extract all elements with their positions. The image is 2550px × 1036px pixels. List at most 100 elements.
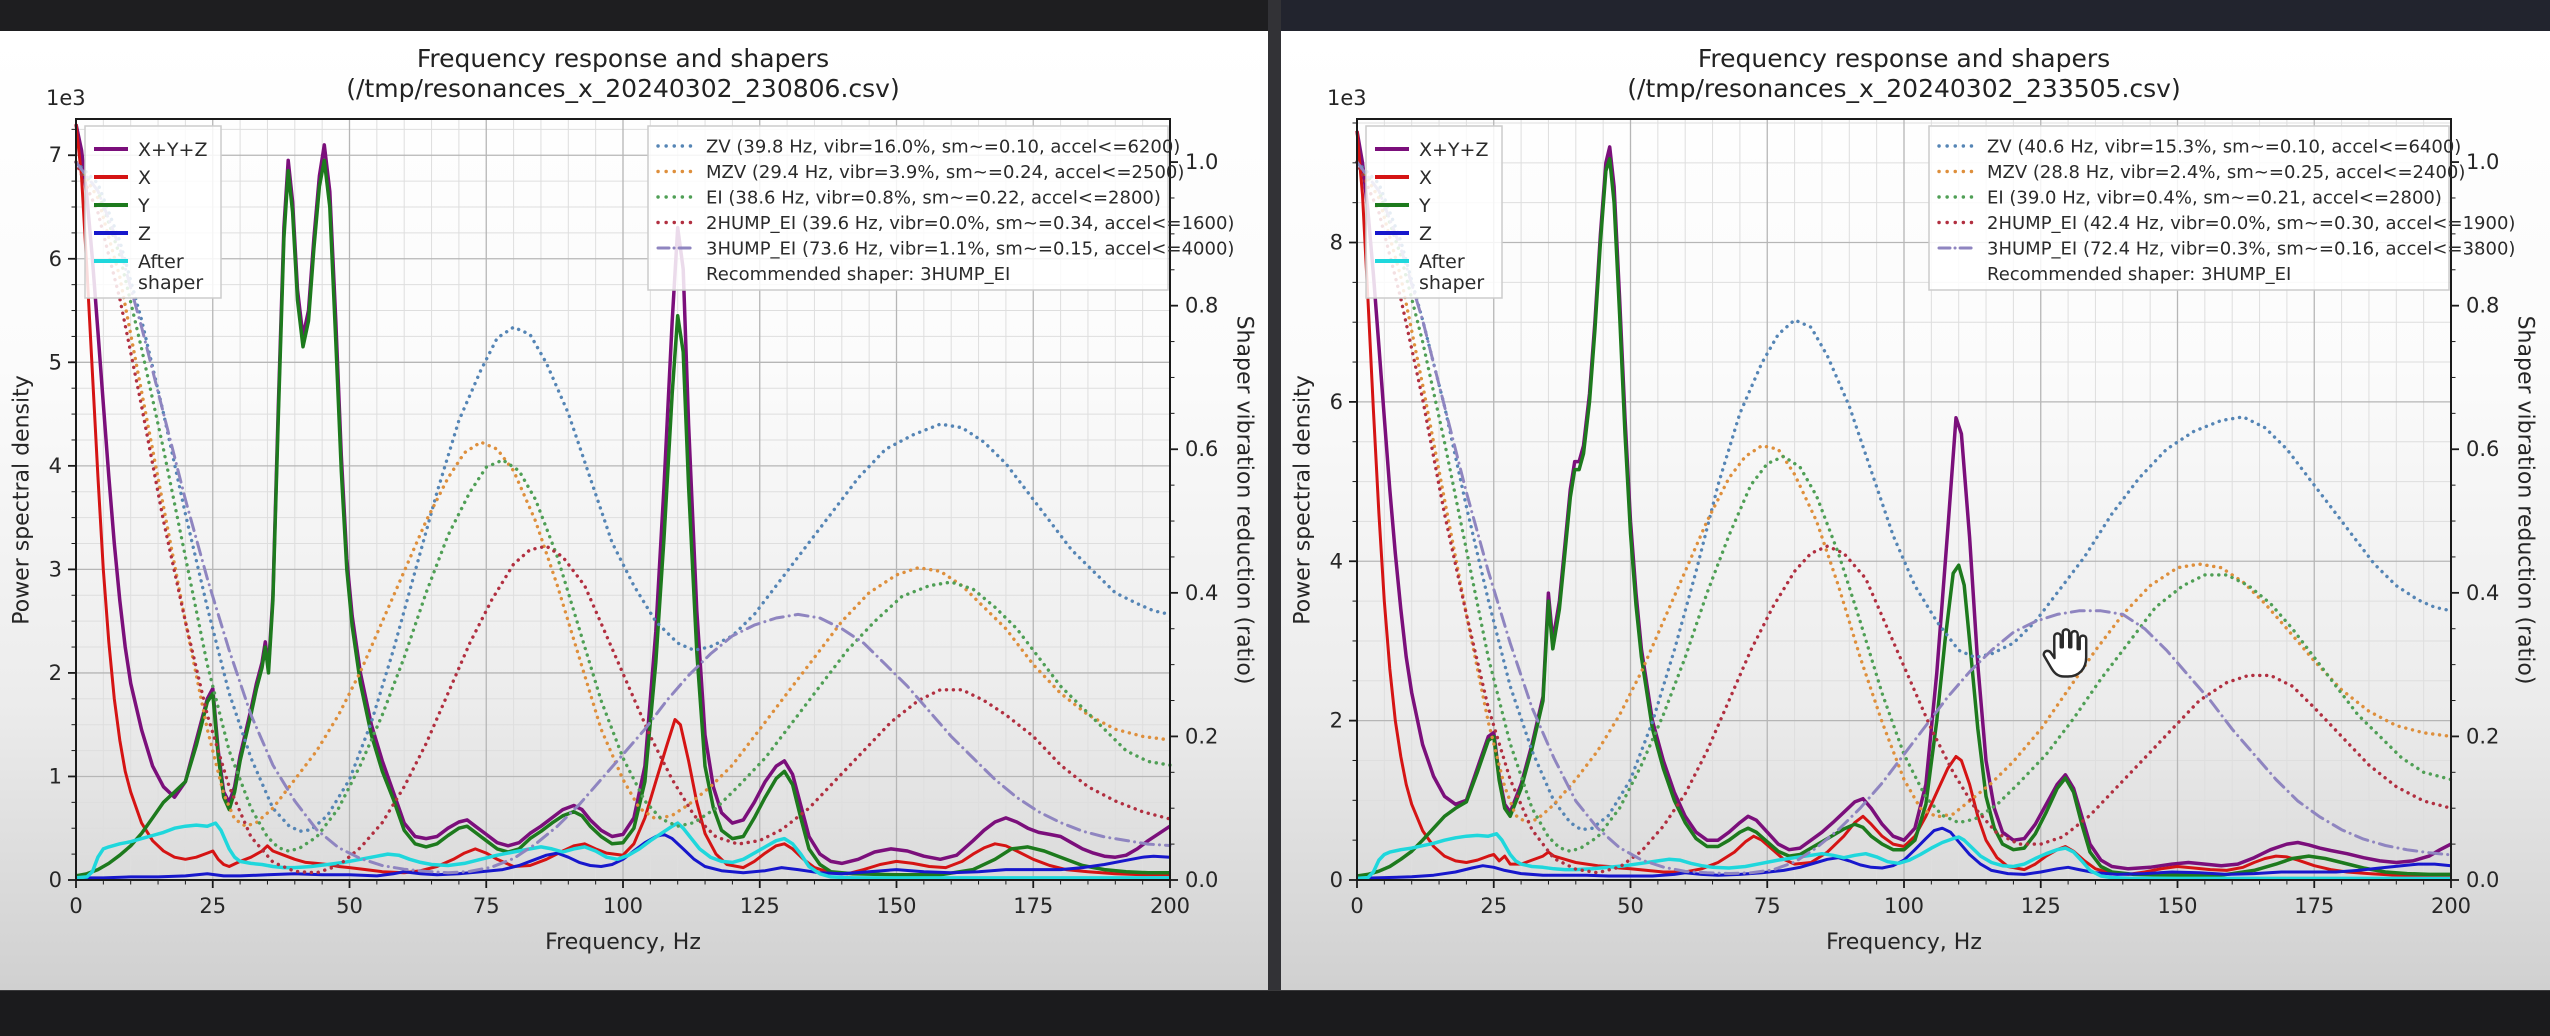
right-top-bar [1281,0,2550,31]
legend-label-3hump_ei: 3HUMP_EI (73.6 Hz, vibr=1.1%, sm~=0.15, … [706,239,1234,260]
svg-text:0.2: 0.2 [1185,724,1218,748]
svg-text:0.4: 0.4 [2466,581,2499,605]
svg-text:75: 75 [473,894,500,918]
svg-text:0.0: 0.0 [2466,868,2499,892]
legend-psd-box [84,125,222,299]
shaper-curve-zv [1355,160,2453,832]
legend-label-x: X [1419,167,1432,189]
right-plot-xlabel: Frequency, Hz [1826,930,1982,955]
svg-text:1: 1 [49,764,62,788]
right-plot-y2label: Shaper vibration reduction (ratio) [2512,315,2538,685]
svg-text:175: 175 [1013,894,1053,918]
psd-curve-x [1355,130,2451,878]
svg-text:0: 0 [49,868,62,892]
svg-text:175: 175 [2294,894,2334,918]
legend-psd-box [1365,125,1503,299]
left-plot-title: Frequency response and shapers [416,44,830,73]
svg-text:200: 200 [1150,894,1190,918]
svg-text:1e3: 1e3 [1327,86,1367,110]
svg-text:125: 125 [740,894,780,918]
shaper-curve-ei [1355,160,2453,853]
psd-curve-after-shaper [75,821,1170,880]
psd-curve-z [76,832,1171,880]
legend-shapers-box [1928,125,2450,291]
svg-text:75: 75 [1754,894,1781,918]
shaper-curve-ei [74,160,1172,853]
svg-text:6: 6 [1330,390,1343,414]
legend-label-after-shaper: After shaper [138,251,203,294]
svg-text:6: 6 [49,247,62,271]
legend-label-mzv: MZV (28.8 Hz, vibr=2.4%, sm~=0.25, accel… [1987,162,2465,183]
legend-label-z: Z [1419,223,1432,245]
right-plot-subtitle: (/tmp/resonances_x_20240302_233505.csv) [1627,74,2181,103]
svg-text:1.0: 1.0 [1185,150,1218,174]
left-plot-y2label: Shaper vibration reduction (ratio) [1231,315,1257,685]
legend-label-3hump_ei: 3HUMP_EI (72.4 Hz, vibr=0.3%, sm~=0.16, … [1987,239,2515,260]
psd-series-group [74,123,1171,880]
svg-text:0.6: 0.6 [2466,437,2499,461]
shaper-curve-mzv [1355,160,2453,825]
svg-text:0: 0 [1350,894,1363,918]
svg-text:8: 8 [1330,231,1343,255]
svg-text:0: 0 [1330,868,1343,892]
shaper-series-group [74,160,1172,875]
shaper-curve-3hump_ei [74,160,1172,875]
svg-text:2: 2 [1330,709,1343,733]
right-plot-title: Frequency response and shapers [1697,44,2111,73]
legend-label-y: Y [137,195,150,217]
ticks: 0 25 50 75 100 125 150 175 200 0 2 4 6 8 0.0 0.2 0.4 0.6 0… [1327,86,2499,918]
left-plot-title-block: Frequency response and shapers (/tmp/res… [73,44,1173,104]
svg-text:0.8: 0.8 [2466,294,2499,318]
svg-text:0.8: 0.8 [1185,294,1218,318]
legend-label-z: Z [138,223,151,245]
right-frequency-response-plot: 0 25 50 75 100 125 150 175 200 0 2 4 6 8 0.0 0.2 0.4 0.6 0… [1327,86,2515,918]
shaper-curve-zv [74,160,1172,833]
svg-text:150: 150 [2157,894,2197,918]
svg-text:50: 50 [336,894,363,918]
svg-text:25: 25 [1480,894,1507,918]
right-plot-title-block: Frequency response and shapers (/tmp/res… [1354,44,2454,104]
svg-text:25: 25 [199,894,226,918]
svg-text:150: 150 [876,894,916,918]
svg-text:0.4: 0.4 [1185,581,1218,605]
svg-text:4: 4 [1330,549,1343,573]
legend-label-x+y+z: X+Y+Z [1419,139,1488,161]
left-top-bar [0,0,1268,31]
svg-text:100: 100 [603,894,643,918]
left-plot-subtitle: (/tmp/resonances_x_20240302_230806.csv) [346,74,900,103]
legend-label-x: X [138,167,151,189]
svg-text:5: 5 [49,350,62,374]
left-frequency-response-plot: 0 25 50 75 100 125 150 175 200 0 1 2 3 4 5 6 7 0.0 0.2 0.4 0… [46,86,1234,918]
legend-label-ei: EI (38.6 Hz, vibr=0.8%, sm~=0.22, accel<… [706,188,1161,209]
right-video-pane[interactable]: 0 25 50 75 100 125 150 175 200 0 2 4 6 8 0.0 0.2 0.4 0.6 0… [1281,0,2550,990]
legend-psd: X+Y+Z XYZ After shaper [1365,125,1503,299]
svg-text:125: 125 [2021,894,2061,918]
legend-recommended-shaper: Recommended shaper: 3HUMP_EI [1987,264,2291,285]
legend-shapers-box [647,125,1169,291]
svg-text:1.0: 1.0 [2466,150,2499,174]
legend-shapers: ZV (39.8 Hz, vibr=16.0%, sm~=0.10, accel… [647,125,1234,291]
svg-text:2: 2 [49,661,62,685]
left-plot-ylabel: Power spectral density [9,375,35,625]
legend-label-x+y+z: X+Y+Z [138,139,207,161]
legend-label-zv: ZV (39.8 Hz, vibr=16.0%, sm~=0.10, accel… [706,137,1180,158]
shaper-series-group [1355,160,2453,875]
svg-text:3: 3 [49,557,62,581]
svg-text:7: 7 [49,143,62,167]
psd-curve-y [75,158,1170,878]
psd-curve-after-shaper [1356,832,2451,881]
legend-psd: X+Y+Z XYZ After shaper [84,125,222,299]
legend-label-mzv: MZV (29.4 Hz, vibr=3.9%, sm~=0.24, accel… [706,162,1184,183]
bottom-bar [0,990,2550,1036]
left-plot-xlabel: Frequency, Hz [545,930,701,955]
svg-text:50: 50 [1617,894,1644,918]
legend-label-zv: ZV (40.6 Hz, vibr=15.3%, sm~=0.10, accel… [1987,137,2461,158]
pane-divider [1268,0,1281,990]
right-plot-ylabel: Power spectral density [1290,375,1316,625]
svg-text:0.6: 0.6 [1185,437,1218,461]
legend-label-after-shaper: After shaper [1419,251,1484,294]
legend-label-y: Y [1418,195,1431,217]
legend-shapers: ZV (40.6 Hz, vibr=15.3%, sm~=0.10, accel… [1928,125,2515,291]
psd-curve-x [74,124,1170,877]
left-video-pane[interactable]: 0 25 50 75 100 125 150 175 200 0 1 2 3 4 5 6 7 0.0 0.2 0.4 0… [0,0,1268,990]
